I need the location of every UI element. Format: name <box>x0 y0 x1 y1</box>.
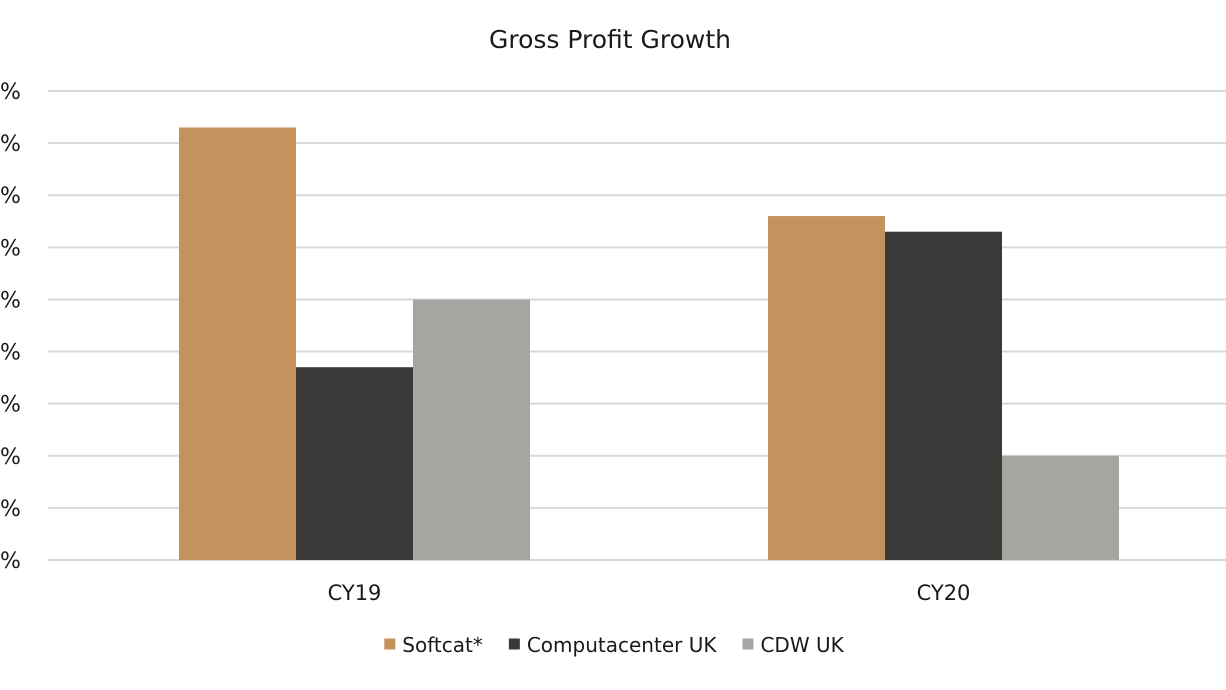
legend-item-cdw-uk: CDW UK <box>742 633 845 657</box>
y-tick-label: % <box>0 341 21 366</box>
y-tick-label: % <box>0 445 21 470</box>
y-tick-label: % <box>0 184 21 209</box>
legend-item-softcat: Softcat* <box>384 633 483 657</box>
y-tick-label: % <box>0 236 21 261</box>
legend-item-computacenter-uk: Computacenter UK <box>508 633 717 657</box>
legend-swatch <box>742 638 754 650</box>
bar-cy19-cdw-uk <box>413 299 530 560</box>
legend-swatch <box>384 638 396 650</box>
legend-label: Softcat* <box>402 633 483 657</box>
bar-cy19-softcat <box>179 127 296 560</box>
y-tick-label: % <box>0 132 21 157</box>
y-tick-label: % <box>0 288 21 313</box>
bar-cy19-computacenter-uk <box>296 367 413 560</box>
bar-cy20-computacenter-uk <box>885 231 1002 560</box>
y-tick-label: % <box>0 549 21 574</box>
legend-swatch <box>508 638 520 650</box>
bar-cy20-softcat <box>768 216 885 561</box>
bars <box>179 127 1119 561</box>
y-tick-label: % <box>0 393 21 418</box>
y-tick-label: % <box>0 80 21 105</box>
y-tick-label: % <box>0 497 21 522</box>
chart-title: Gross Profit Growth <box>489 25 731 54</box>
y-axis-tick-labels: %%%%%%%%%% <box>0 80 21 574</box>
legend: Softcat* Computacenter UK CDW UK <box>384 633 845 657</box>
legend-label: Computacenter UK <box>527 633 717 657</box>
legend-label: CDW UK <box>760 633 844 657</box>
x-axis-category-labels: CY19 CY20 <box>328 581 971 605</box>
bar-cy20-cdw-uk <box>1002 455 1119 560</box>
category-label-cy20: CY20 <box>917 581 971 605</box>
category-label-cy19: CY19 <box>328 581 382 605</box>
